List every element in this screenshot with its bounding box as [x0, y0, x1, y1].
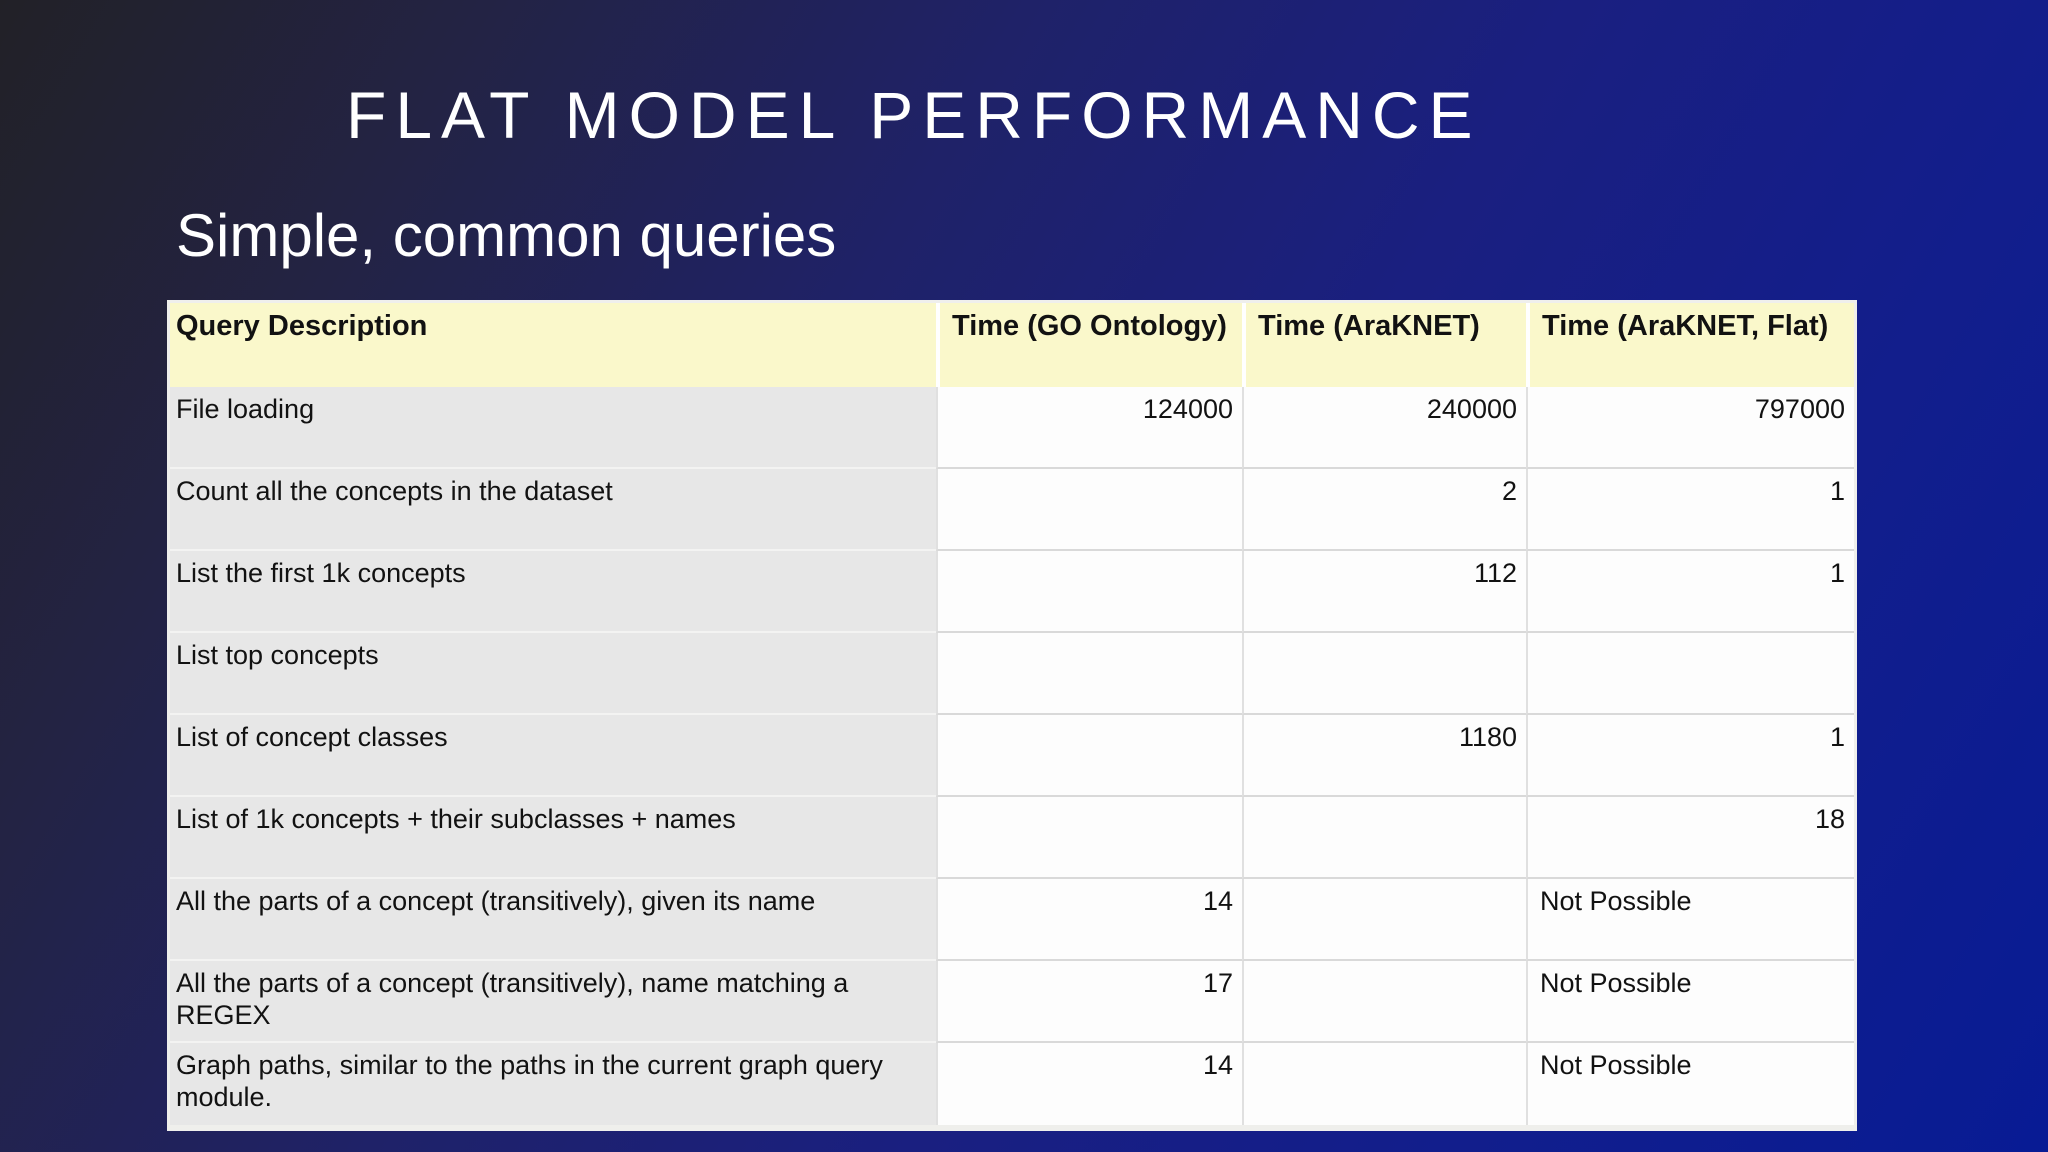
query-description-cell: List of concept classes — [170, 715, 936, 797]
table-row: File loading 124000 240000 797000 — [170, 387, 1854, 469]
query-description-cell: Graph paths, similar to the paths in the… — [170, 1043, 936, 1125]
value-cell: 124000 — [936, 387, 1242, 469]
value-cell: 112 — [1242, 551, 1526, 633]
value-cell: Not Possible — [1526, 961, 1854, 1043]
column-header-time-go-ontology: Time (GO Ontology) — [936, 303, 1242, 387]
value-cell — [1242, 633, 1526, 715]
value-cell: 1 — [1526, 715, 1854, 797]
performance-table: Query Description Time (GO Ontology) Tim… — [167, 300, 1857, 1131]
table-header-row: Query Description Time (GO Ontology) Tim… — [170, 303, 1854, 387]
value-cell: 240000 — [1242, 387, 1526, 469]
value-cell — [1242, 797, 1526, 879]
value-cell — [936, 715, 1242, 797]
column-header-query-description: Query Description — [170, 303, 936, 387]
value-cell: 1180 — [1242, 715, 1526, 797]
value-cell — [936, 551, 1242, 633]
value-cell: Not Possible — [1526, 879, 1854, 961]
column-header-time-araknet-flat: Time (AraKNET, Flat) — [1526, 303, 1854, 387]
value-cell: 1 — [1526, 551, 1854, 633]
table-row: Count all the concepts in the dataset 2 … — [170, 469, 1854, 551]
value-cell — [1242, 879, 1526, 961]
value-cell — [936, 633, 1242, 715]
query-description-cell: File loading — [170, 387, 936, 469]
query-description-cell: List the first 1k concepts — [170, 551, 936, 633]
table-row: Graph paths, similar to the paths in the… — [170, 1043, 1854, 1125]
table-row: List of 1k concepts + their subclasses +… — [170, 797, 1854, 879]
table-row: All the parts of a concept (transitively… — [170, 961, 1854, 1043]
value-cell — [1526, 633, 1854, 715]
table-row: List of concept classes 1180 1 — [170, 715, 1854, 797]
query-description-cell: All the parts of a concept (transitively… — [170, 879, 936, 961]
value-cell: 17 — [936, 961, 1242, 1043]
query-description-cell: List top concepts — [170, 633, 936, 715]
table-row: List the first 1k concepts 112 1 — [170, 551, 1854, 633]
slide-subtitle: Simple, common queries — [176, 202, 837, 269]
value-cell: 14 — [936, 1043, 1242, 1125]
value-cell — [936, 797, 1242, 879]
value-cell — [1242, 961, 1526, 1043]
query-description-cell: Count all the concepts in the dataset — [170, 469, 936, 551]
value-cell: Not Possible — [1526, 1043, 1854, 1125]
query-description-cell: List of 1k concepts + their subclasses +… — [170, 797, 936, 879]
table-row: List top concepts — [170, 633, 1854, 715]
value-cell: 797000 — [1526, 387, 1854, 469]
value-cell: 2 — [1242, 469, 1526, 551]
value-cell — [936, 469, 1242, 551]
query-description-cell: All the parts of a concept (transitively… — [170, 961, 936, 1043]
column-header-time-araknet: Time (AraKNET) — [1242, 303, 1526, 387]
value-cell: 1 — [1526, 469, 1854, 551]
value-cell: 14 — [936, 879, 1242, 961]
value-cell — [1242, 1043, 1526, 1125]
value-cell: 18 — [1526, 797, 1854, 879]
slide-title: FLAT MODEL PERFORMANCE — [346, 78, 1482, 152]
table-row: All the parts of a concept (transitively… — [170, 879, 1854, 961]
